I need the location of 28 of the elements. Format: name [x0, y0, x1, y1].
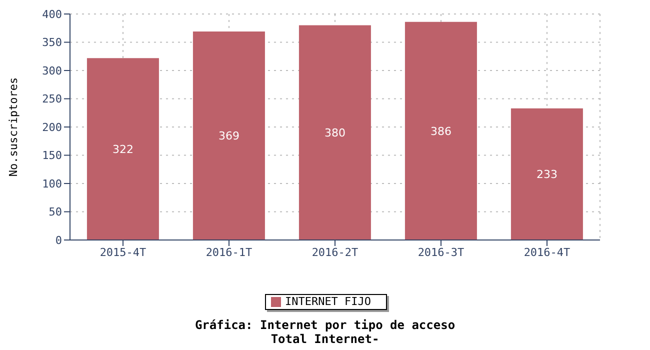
bar — [192, 32, 265, 240]
y-tick-label: 200 — [42, 120, 62, 134]
x-tick-label: 2016-4T — [524, 246, 571, 259]
bar — [404, 22, 477, 240]
y-axis-title: No.suscriptores — [6, 77, 20, 177]
data-label: 369 — [218, 130, 240, 143]
y-tick-label: 0 — [55, 234, 62, 247]
text: Gráfica: Internet por tipo de acceso — [194, 318, 456, 332]
x-tick-label: 2016-1T — [206, 246, 253, 259]
y-tick-label: 100 — [42, 177, 62, 190]
legend-label: INTERNET FIJO — [284, 295, 372, 308]
y-tick-label: 250 — [42, 92, 62, 106]
x-tick-label: 2016-3T — [418, 246, 465, 259]
y-tick-label: 50 — [48, 206, 62, 219]
bar — [86, 58, 159, 240]
data-label: 380 — [324, 126, 346, 140]
data-label: 322 — [112, 142, 134, 156]
text: Total Internet- — [270, 332, 380, 346]
x-tick-label: 2015-4T — [100, 246, 147, 259]
bar — [510, 108, 583, 240]
x-tick-label: 2016-2T — [312, 246, 359, 259]
data-label: 233 — [536, 168, 558, 182]
y-tick-label: 300 — [42, 64, 62, 78]
y-tick-label: 150 — [42, 149, 62, 162]
data-label: 386 — [430, 124, 452, 138]
y-tick-label: 400 — [42, 8, 62, 21]
bar — [298, 25, 371, 240]
y-tick-label: 350 — [42, 36, 62, 50]
